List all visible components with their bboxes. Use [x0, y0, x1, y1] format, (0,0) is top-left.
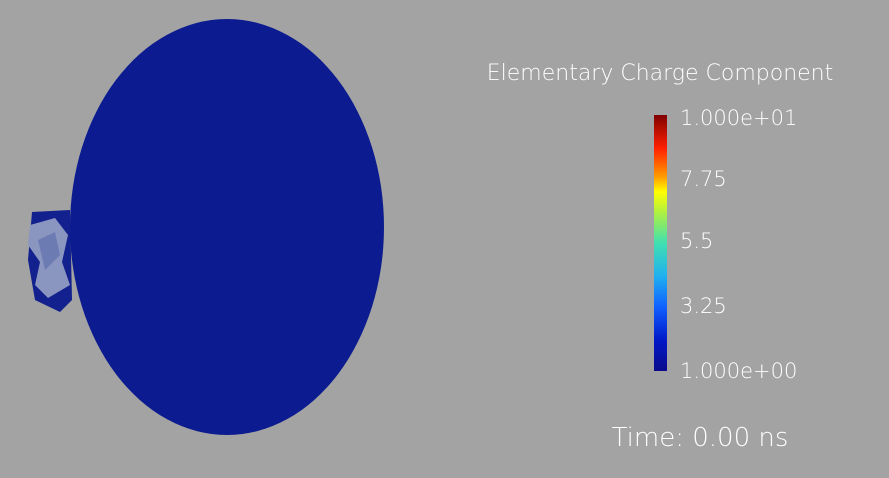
- color-bar-label: 7.75: [680, 167, 727, 191]
- mesh-patch-shade: [38, 232, 60, 270]
- color-bar: [654, 115, 667, 371]
- time-annotation: Time: 0.00 ns: [612, 423, 789, 453]
- color-bar-label: 3.25: [680, 294, 727, 318]
- color-bar-label: 1.000e+01: [680, 106, 797, 130]
- color-bar-label: 5.5: [680, 229, 713, 253]
- mesh-body: [70, 19, 384, 435]
- color-bar-title: Elementary Charge Component: [487, 61, 834, 86]
- color-bar-label: 1.000e+00: [680, 359, 797, 383]
